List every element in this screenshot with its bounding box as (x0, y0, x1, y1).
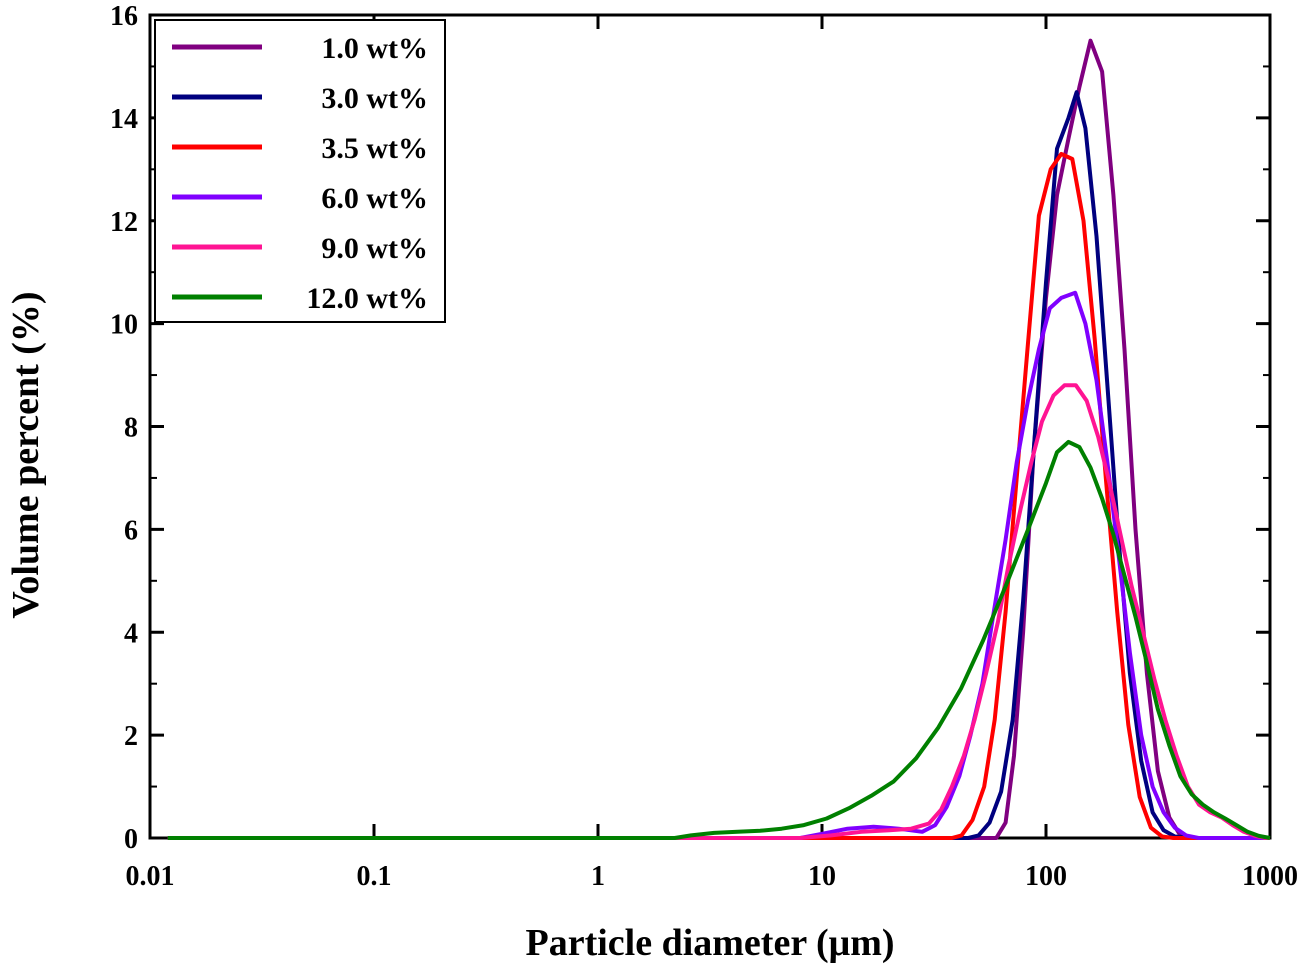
series-line (167, 38, 1270, 840)
axis-ticks: 0.01 0.1 1 10 100 1000 0 2 4 6 8 10 12 14 16 (110, 1, 1298, 892)
x-tick-label: 1000 (1242, 861, 1298, 892)
series-lines (167, 38, 1271, 840)
x-tick-label: 0.1 (357, 861, 392, 892)
x-tick-label: 10 (808, 861, 836, 892)
y-tick-label: 16 (110, 1, 138, 32)
legend-box (154, 19, 446, 323)
legend-label: 1.0 wt% (321, 32, 428, 65)
legend-label: 3.0 wt% (321, 82, 428, 115)
series-line (167, 439, 1271, 840)
x-axis-title: Particle diameter (μm) (526, 922, 895, 964)
y-tick-label: 4 (124, 618, 138, 649)
y-tick-label: 14 (110, 104, 138, 135)
y-tick-label: 2 (124, 721, 138, 752)
series-line (167, 90, 1270, 840)
y-tick-label: 12 (110, 207, 138, 238)
x-tick-label: 0.01 (126, 861, 175, 892)
y-tick-label: 6 (124, 515, 138, 546)
legend-label: 6.0 wt% (321, 182, 428, 215)
y-axis-title: Volume percent (%) (5, 291, 47, 618)
series-line (167, 290, 1270, 840)
x-tick-label: 1 (591, 861, 605, 892)
y-tick-label: 8 (124, 413, 138, 444)
series-line (167, 383, 1270, 840)
x-tick-label: 100 (1025, 861, 1067, 892)
y-tick-label: 0 (124, 824, 138, 855)
legend-label: 9.0 wt% (321, 232, 428, 265)
series-line (167, 151, 1270, 840)
legend: 1.0 wt% 3.0 wt% 3.5 wt% 6.0 wt% 9.0 wt% 12.0 … (154, 19, 446, 323)
legend-label: 12.0 wt% (306, 282, 428, 315)
y-tick-label: 10 (110, 310, 138, 341)
legend-label: 3.5 wt% (321, 132, 428, 165)
